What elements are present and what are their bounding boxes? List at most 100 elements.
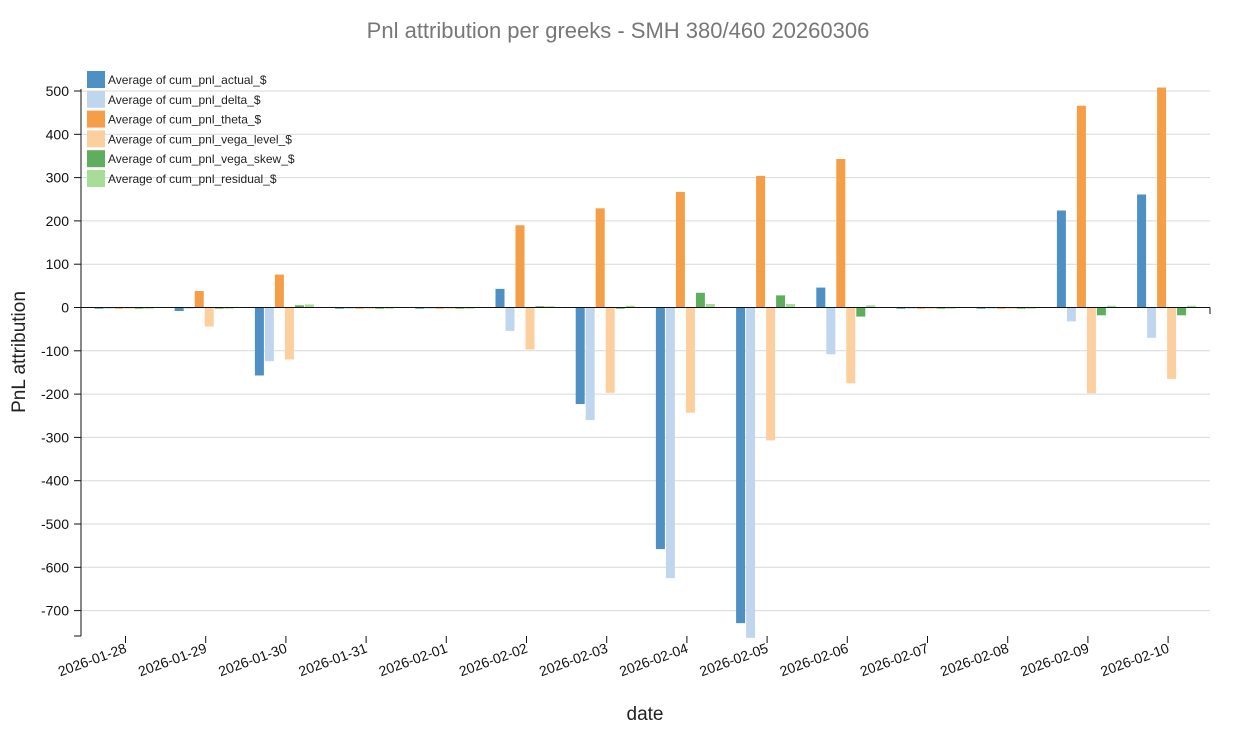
bar: [144, 307, 154, 309]
bar: [435, 307, 445, 309]
bar: [1056, 210, 1066, 308]
y-tick-label: -400: [41, 473, 69, 489]
legend-swatch: [87, 130, 105, 148]
y-tick-label: 400: [46, 126, 70, 142]
bar: [1086, 307, 1096, 394]
y-tick-label: 300: [46, 170, 70, 186]
bar: [385, 307, 395, 309]
bar: [766, 307, 776, 441]
bar: [104, 307, 114, 309]
bar: [134, 307, 144, 309]
bar: [1147, 307, 1157, 338]
bar: [114, 307, 124, 309]
y-tick-label: -600: [41, 559, 69, 575]
bar: [575, 307, 585, 405]
x-tick-label: 2026-02-05: [697, 640, 770, 680]
y-axis-label: PnL attribution: [9, 291, 30, 413]
legend-label: Average of cum_pnl_theta_$: [108, 113, 262, 127]
legend-label: Average of cum_pnl_residual_$: [108, 172, 277, 186]
x-tick-label: 2026-01-28: [56, 640, 129, 680]
bar: [625, 305, 635, 308]
bar: [94, 307, 104, 309]
bar: [585, 307, 595, 421]
bar: [375, 307, 385, 309]
bar: [1066, 307, 1076, 322]
bar: [936, 307, 946, 309]
bar: [304, 304, 314, 308]
bar: [926, 307, 936, 309]
bar: [254, 307, 264, 376]
legend-swatch: [87, 170, 105, 187]
bar: [916, 307, 926, 309]
bar: [415, 307, 425, 309]
legend-swatch: [87, 90, 105, 108]
axes: [74, 89, 1211, 637]
legend-swatch: [87, 110, 105, 128]
bar: [846, 307, 856, 384]
bar: [826, 307, 836, 355]
bar: [355, 307, 365, 309]
legend-label: Average of cum_pnl_actual_$: [108, 73, 267, 87]
bar: [124, 307, 134, 309]
x-tick-label: 2026-02-07: [858, 640, 931, 680]
bar: [1016, 307, 1026, 309]
legend-label: Average of cum_pnl_vega_skew_$: [108, 152, 295, 166]
chart-title: Pnl attribution per greeks - SMH 380/460…: [367, 18, 870, 43]
bar: [184, 307, 194, 309]
y-tick-label: 100: [46, 256, 70, 272]
bar: [194, 291, 204, 308]
bar: [736, 307, 746, 624]
bar: [756, 175, 766, 308]
bar: [545, 306, 555, 308]
bar: [294, 305, 304, 308]
bar: [665, 307, 675, 579]
bar: [224, 307, 234, 309]
legend: Average of cum_pnl_actual_$ Average of cu…: [87, 71, 295, 187]
y-tick-label: -200: [41, 386, 69, 402]
x-tick-label: 2026-01-30: [216, 640, 289, 680]
bar: [1026, 307, 1036, 309]
bar: [1177, 307, 1187, 316]
bar: [1137, 194, 1147, 308]
x-tick-label: 2026-02-03: [537, 640, 610, 680]
bar: [866, 305, 876, 308]
x-tick-label: 2026-01-31: [296, 640, 369, 680]
bar: [746, 307, 756, 638]
y-tick-label: 200: [46, 213, 70, 229]
bar: [1167, 307, 1177, 379]
bar: [1076, 105, 1086, 308]
x-tick-labels: 2026-01-28 2026-01-29 2026-01-30 2026-01-31…: [56, 636, 1171, 680]
x-tick-label: 2026-02-09: [1018, 640, 1091, 680]
bar: [515, 225, 525, 308]
bar: [174, 307, 184, 311]
bar: [365, 307, 375, 309]
bar: [274, 274, 284, 308]
bar: [996, 307, 1006, 309]
bar: [345, 307, 355, 309]
x-tick-label: 2026-02-02: [457, 640, 530, 680]
bar: [214, 307, 224, 309]
legend-label: Average of cum_pnl_vega_level_$: [108, 132, 292, 146]
bar: [445, 307, 455, 309]
bar: [836, 158, 846, 308]
legend-label: Average of cum_pnl_delta_$: [108, 93, 261, 107]
bar: [1006, 307, 1016, 309]
bar: [495, 288, 505, 308]
bar: [946, 307, 956, 309]
bar: [1157, 87, 1167, 308]
y-tick-label: -500: [41, 516, 69, 532]
bar: [906, 307, 916, 309]
bar: [525, 307, 535, 350]
bar: [786, 304, 796, 308]
bar: [675, 191, 685, 308]
y-tick-label: -100: [41, 343, 69, 359]
bars: [94, 87, 1197, 638]
bar: [986, 307, 996, 309]
bar: [705, 304, 715, 308]
bar: [685, 307, 695, 413]
bar: [976, 307, 986, 309]
bar: [425, 307, 435, 309]
bar: [896, 307, 906, 309]
x-tick-label: 2026-02-10: [1098, 640, 1171, 680]
y-tick-label: -300: [41, 429, 69, 445]
